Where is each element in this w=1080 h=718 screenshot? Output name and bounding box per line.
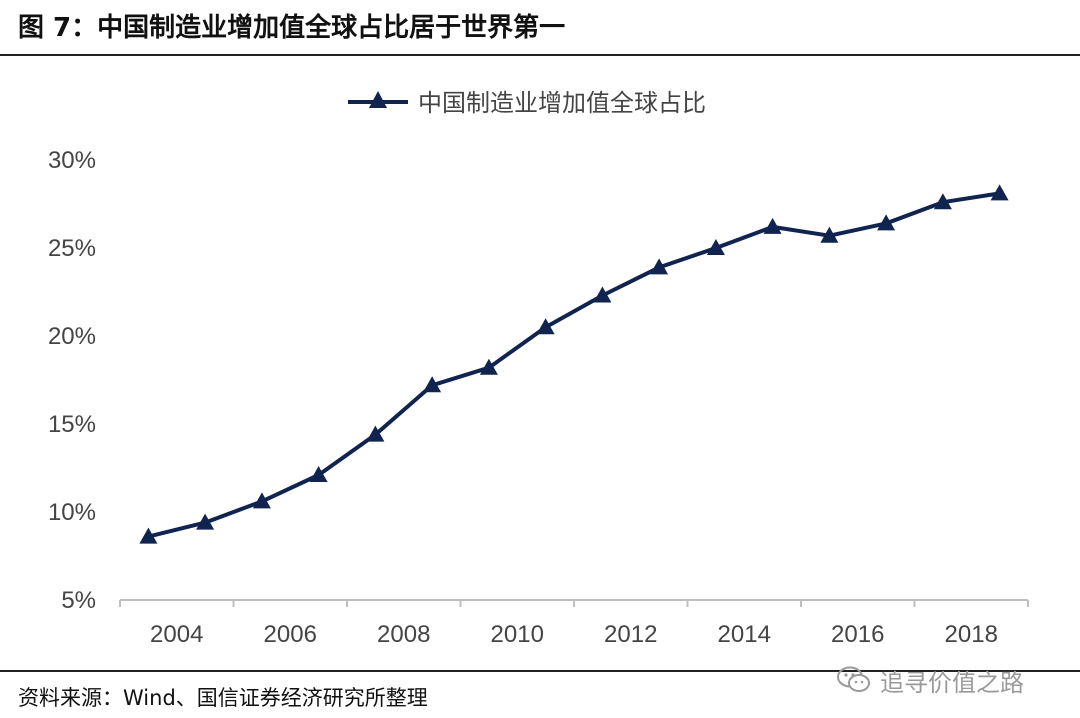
y-tick-label: 15% bbox=[48, 411, 96, 438]
y-axis-ticks: 5% 10% 15% 20% 25% 30% bbox=[48, 147, 96, 614]
chart-legend: 中国制造业增加值全球占比 bbox=[348, 89, 706, 117]
y-tick-label: 30% bbox=[48, 147, 96, 174]
data-point-marker bbox=[820, 226, 839, 243]
data-point-marker bbox=[309, 466, 328, 482]
legend-label: 中国制造业增加值全球占比 bbox=[418, 89, 706, 117]
y-tick-label: 10% bbox=[48, 499, 96, 526]
data-point-marker bbox=[877, 214, 896, 231]
y-tick-label: 25% bbox=[48, 235, 96, 262]
x-tick-label: 2008 bbox=[377, 621, 430, 648]
x-tick-label: 2012 bbox=[604, 621, 657, 648]
data-point-marker bbox=[252, 492, 271, 509]
x-tick-label: 2016 bbox=[831, 621, 884, 648]
y-tick-label: 20% bbox=[48, 323, 96, 350]
data-point-marker bbox=[763, 217, 782, 234]
data-point-marker bbox=[366, 425, 385, 442]
data-point-marker bbox=[479, 358, 498, 375]
data-point-marker bbox=[933, 193, 952, 210]
x-tick-label: 2018 bbox=[945, 621, 998, 648]
data-point-marker bbox=[706, 239, 725, 255]
data-point-marker bbox=[650, 258, 669, 275]
x-axis: 2004 2006 2008 2010 2012 2014 2016 2018 bbox=[119, 599, 1029, 648]
data-point-marker bbox=[593, 286, 612, 303]
legend-marker bbox=[369, 91, 387, 108]
chat-bubbles-icon bbox=[837, 666, 870, 692]
data-point-marker bbox=[990, 184, 1009, 201]
line-chart: 中国制造业增加值全球占比 5%10%15%20%25%30% 2004 2006 2… bbox=[48, 89, 1029, 648]
x-tick-label: 2004 bbox=[150, 621, 203, 648]
watermark-text: 追寻价值之路 bbox=[880, 668, 1024, 697]
x-tick-label: 2006 bbox=[264, 621, 317, 648]
data-point-marker bbox=[139, 527, 158, 544]
source-note: 资料来源：Wind、国信证券经济研究所整理 bbox=[18, 686, 428, 710]
bottom-divider bbox=[0, 670, 1080, 672]
series-line bbox=[147, 191, 1000, 539]
watermark: 追寻价值之路 bbox=[836, 660, 1024, 700]
data-point-marker bbox=[423, 376, 442, 393]
series-group bbox=[139, 184, 1009, 544]
x-tick-label: 2014 bbox=[718, 621, 771, 648]
y-tick-label: 5% bbox=[61, 587, 96, 614]
top-divider bbox=[0, 54, 1080, 56]
data-point-marker bbox=[536, 318, 555, 335]
x-tick-label: 2010 bbox=[491, 621, 544, 648]
data-point-marker bbox=[196, 513, 215, 530]
figure-title: 图 7：中国制造业增加值全球占比居于世界第一 bbox=[18, 13, 566, 43]
